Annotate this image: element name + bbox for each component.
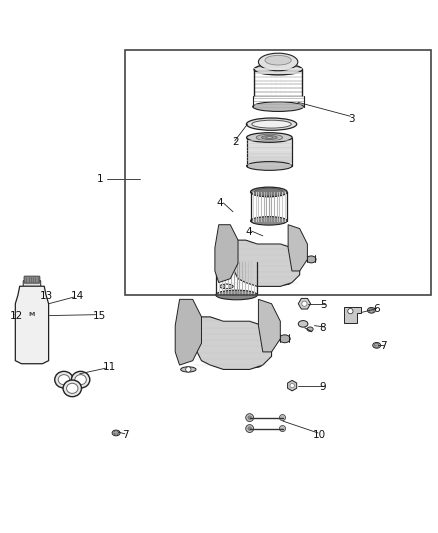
Circle shape	[114, 431, 118, 435]
Ellipse shape	[246, 118, 297, 130]
Text: 4: 4	[245, 228, 252, 237]
Text: 8: 8	[320, 323, 326, 333]
Text: 9: 9	[320, 382, 326, 392]
Ellipse shape	[220, 284, 233, 289]
Ellipse shape	[279, 335, 290, 343]
Ellipse shape	[63, 380, 81, 397]
Circle shape	[302, 301, 307, 306]
Polygon shape	[175, 300, 201, 365]
Ellipse shape	[215, 290, 257, 300]
Text: 5: 5	[321, 300, 327, 310]
Ellipse shape	[67, 383, 78, 393]
Ellipse shape	[55, 372, 73, 388]
Ellipse shape	[266, 136, 273, 139]
Text: 7: 7	[380, 341, 387, 351]
Circle shape	[279, 425, 286, 432]
Ellipse shape	[251, 187, 287, 197]
Ellipse shape	[247, 133, 292, 142]
Text: 13: 13	[39, 291, 53, 301]
Ellipse shape	[112, 430, 120, 436]
Text: 1: 1	[96, 174, 103, 184]
Ellipse shape	[254, 64, 302, 75]
Polygon shape	[344, 307, 361, 322]
Ellipse shape	[373, 343, 381, 348]
FancyBboxPatch shape	[18, 296, 46, 356]
Text: 12: 12	[10, 311, 23, 320]
Ellipse shape	[253, 102, 304, 111]
Circle shape	[25, 334, 39, 348]
Circle shape	[248, 416, 251, 419]
Ellipse shape	[58, 375, 70, 385]
Circle shape	[246, 425, 254, 432]
Circle shape	[369, 308, 374, 312]
Ellipse shape	[265, 55, 291, 65]
Circle shape	[246, 414, 254, 422]
Text: 3: 3	[348, 114, 355, 124]
Ellipse shape	[298, 320, 308, 327]
Circle shape	[186, 367, 191, 372]
Bar	[125, 50, 431, 295]
Ellipse shape	[75, 375, 86, 385]
Text: M: M	[29, 312, 35, 317]
Ellipse shape	[254, 188, 283, 196]
Ellipse shape	[220, 258, 253, 266]
Polygon shape	[215, 225, 238, 282]
FancyBboxPatch shape	[23, 280, 41, 290]
Polygon shape	[258, 300, 280, 352]
Circle shape	[279, 415, 286, 421]
Ellipse shape	[246, 362, 262, 368]
Circle shape	[251, 362, 257, 368]
Ellipse shape	[247, 161, 292, 171]
Text: 14: 14	[71, 291, 84, 301]
Text: 2: 2	[232, 137, 239, 147]
Circle shape	[248, 427, 251, 430]
Ellipse shape	[25, 309, 39, 320]
Ellipse shape	[261, 135, 277, 140]
Circle shape	[374, 343, 379, 348]
Text: 10: 10	[313, 430, 326, 440]
Ellipse shape	[307, 256, 316, 263]
Ellipse shape	[181, 367, 196, 372]
Ellipse shape	[71, 372, 90, 388]
Polygon shape	[230, 240, 300, 286]
Polygon shape	[15, 286, 49, 364]
Text: 7: 7	[122, 430, 128, 440]
FancyBboxPatch shape	[24, 276, 40, 283]
Ellipse shape	[256, 134, 283, 141]
Circle shape	[224, 284, 229, 289]
Ellipse shape	[251, 216, 287, 225]
Ellipse shape	[307, 327, 313, 332]
Text: 4: 4	[217, 198, 223, 208]
Ellipse shape	[367, 308, 375, 313]
Text: 6: 6	[373, 304, 380, 314]
Ellipse shape	[215, 257, 257, 268]
Text: 11: 11	[103, 362, 116, 372]
Circle shape	[282, 280, 286, 285]
Text: 15: 15	[93, 311, 106, 320]
Ellipse shape	[258, 53, 298, 71]
Polygon shape	[193, 317, 272, 369]
Circle shape	[348, 309, 353, 314]
Ellipse shape	[278, 280, 291, 285]
Circle shape	[28, 337, 36, 345]
Ellipse shape	[252, 120, 291, 128]
Circle shape	[290, 383, 294, 388]
Polygon shape	[288, 225, 307, 271]
